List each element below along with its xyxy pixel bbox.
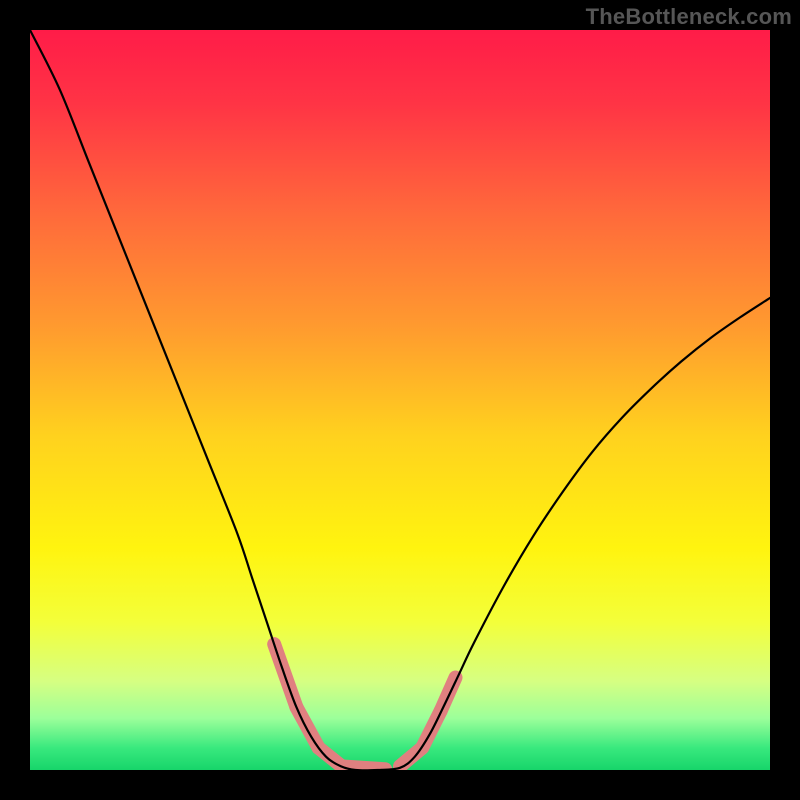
- watermark-text: TheBottleneck.com: [586, 4, 792, 30]
- chart-frame: TheBottleneck.com: [0, 0, 800, 800]
- gradient-background: [30, 30, 770, 770]
- plot-area: [30, 30, 770, 770]
- bottleneck-chart-svg: [30, 30, 770, 770]
